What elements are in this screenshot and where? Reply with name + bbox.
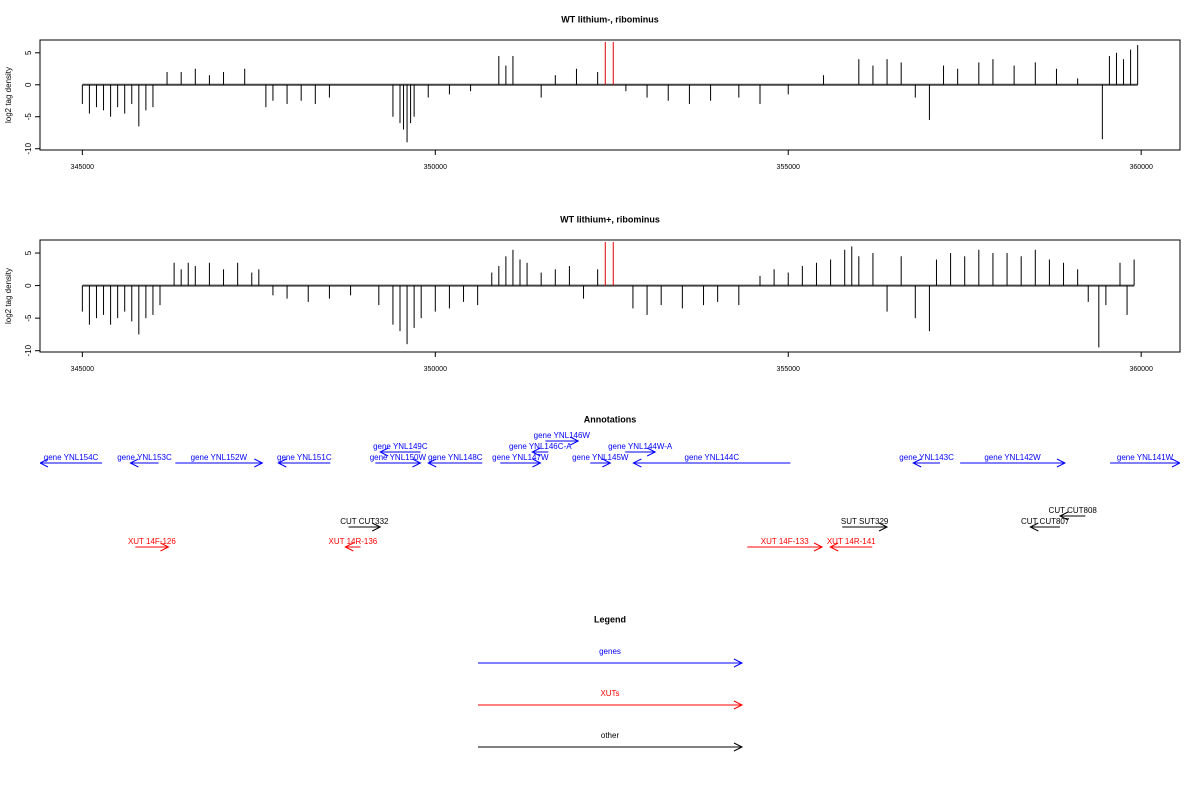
legend-arrow-head (733, 658, 744, 668)
feature-label: XUT 14R-136 (328, 537, 377, 546)
feature-label: gene YNL154C (44, 453, 99, 462)
feature-label: gene YNL145W (572, 453, 629, 462)
feature-label: gene YNL146W (534, 431, 591, 440)
legend-title: Legend (594, 614, 626, 624)
feature-label: CUT CUT808 (1049, 506, 1098, 515)
feature-arrow-head (412, 458, 422, 468)
legend-arrow-head (733, 700, 744, 710)
x-tick-label: 355000 (777, 164, 800, 171)
feature-label: XUT 14F-133 (761, 537, 809, 546)
y-tick-label: -10 (24, 344, 33, 356)
feature-label: CUT CUT332 (340, 517, 389, 526)
y-tick-label: 0 (24, 283, 33, 288)
legend-label: genes (599, 647, 621, 656)
feature-arrow-head (602, 458, 612, 468)
feature-label: gene YNL152W (191, 453, 248, 462)
feature-arrow-head (813, 542, 824, 552)
y-tick-label: -5 (24, 314, 33, 322)
feature-label: gene YNL141W (1117, 453, 1174, 462)
feature-label: XUT 14F-126 (128, 537, 176, 546)
feature-arrow-head (344, 542, 354, 552)
plot-frame (39, 39, 1181, 151)
feature-arrow-head (40, 458, 49, 468)
feature-label: gene YNL144C (685, 453, 740, 462)
y-tick-label: 0 (24, 82, 33, 87)
feature-arrow-head (1056, 458, 1067, 468)
feature-arrow-head (912, 458, 922, 468)
feature-arrow-head (379, 447, 389, 457)
feature-arrow-head (372, 522, 382, 532)
feature-label: gene YNL146C-A (509, 442, 572, 451)
feature-arrow-head (427, 458, 437, 468)
feature-arrow-head (129, 458, 139, 468)
feature-arrow-head (531, 447, 541, 457)
y-axis-label: log2 tag density (4, 67, 13, 123)
x-tick-label: 355000 (777, 366, 800, 373)
feature-label: gene YNL153C (117, 453, 172, 462)
y-tick-label: 5 (24, 250, 33, 255)
y-tick-label: -5 (24, 113, 33, 121)
feature-arrow-head (1058, 511, 1069, 521)
plot-frame (39, 239, 1181, 353)
x-tick-label: 360000 (1129, 366, 1152, 373)
feature-label: gene YNL147W (492, 453, 549, 462)
annotation-title: Annotations (584, 414, 637, 424)
legend-label: XUTs (600, 689, 619, 698)
feature-label: gene YNL142W (984, 453, 1041, 462)
feature-label: gene YNL150W (370, 453, 427, 462)
panel-title: WT lithium+, ribominus (560, 214, 660, 224)
x-tick-label: 345000 (71, 164, 94, 171)
feature-arrow-head (829, 542, 839, 552)
y-tick-label: 5 (24, 50, 33, 55)
feature-arrow-head (532, 458, 542, 468)
x-tick-label: 345000 (71, 366, 94, 373)
feature-arrow-head (1029, 522, 1039, 532)
x-tick-label: 350000 (424, 164, 447, 171)
x-tick-label: 360000 (1129, 164, 1152, 171)
feature-label: gene YNL148C (428, 453, 483, 462)
x-tick-label: 350000 (424, 366, 447, 373)
legend-label: other (601, 731, 620, 740)
feature-arrow-head (570, 436, 580, 446)
feature-arrow-head (277, 458, 287, 468)
annotation-track: gene YNL154C gene YNL153C gene YNL152W gene… (40, 431, 1180, 552)
feature-arrow-head (160, 542, 170, 552)
panel-title: WT lithium-, ribominus (561, 14, 659, 24)
legend-arrow-head (733, 742, 744, 752)
feature-arrow-head (878, 522, 889, 532)
feature-arrow-head (646, 447, 657, 457)
feature-label: gene YNL144W-A (608, 442, 673, 451)
feature-label: gene YNL149C (373, 442, 428, 451)
feature-label: gene YNL143C (899, 453, 954, 462)
feature-arrow-head (254, 458, 264, 468)
y-tick-label: -10 (24, 142, 33, 154)
feature-label: XUT 14R-141 (827, 537, 876, 546)
feature-arrow-head (632, 458, 642, 468)
feature-arrow-head (1171, 458, 1180, 468)
feature-label: gene YNL151C (277, 453, 332, 462)
feature-label: SUT SUT329 (841, 517, 889, 526)
y-axis-label: log2 tag density (4, 268, 13, 324)
feature-label: CUT CUT807 (1021, 517, 1070, 526)
